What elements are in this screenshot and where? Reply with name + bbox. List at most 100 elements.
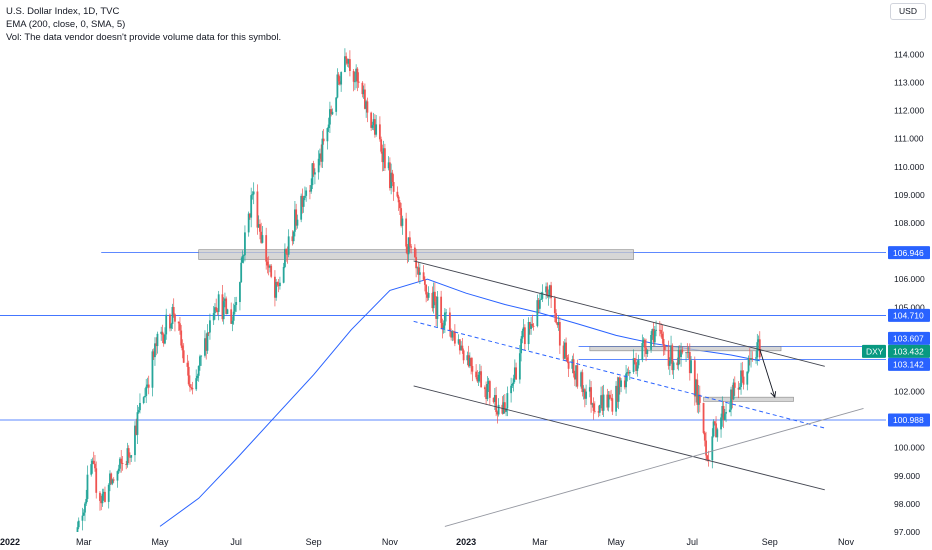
candle-123	[287, 229, 290, 258]
candle-body	[139, 402, 141, 411]
candle-81	[215, 298, 218, 313]
candle-313	[620, 378, 622, 393]
candle-body	[247, 213, 250, 233]
price-tags: 106.946 104.710 100.988 103.607 103.432 103.1…	[862, 246, 930, 427]
y-axis[interactable]: 97.00098.00099.000100.000101.000102.0001…	[886, 0, 932, 550]
symbol-tag: DXY	[866, 347, 884, 357]
candle-body	[563, 342, 566, 359]
candle-242	[496, 410, 499, 424]
candle-139	[317, 150, 320, 180]
candle-body	[312, 163, 315, 175]
candle-body	[99, 492, 101, 501]
candle-body	[651, 329, 654, 335]
candle-212	[443, 307, 446, 334]
candle-body	[423, 279, 426, 285]
candle-body	[171, 307, 174, 324]
currency-button[interactable]: USD	[890, 3, 926, 20]
candle-body	[221, 294, 224, 320]
candle-body	[548, 285, 551, 297]
candle-body	[512, 378, 515, 385]
candle-body	[530, 323, 533, 329]
candle-body	[335, 97, 338, 112]
candle-body	[576, 365, 579, 387]
symbol-title[interactable]: U.S. Dollar Index, 1D, TVC	[6, 6, 120, 17]
candle-267	[540, 291, 542, 300]
candle-188	[401, 215, 404, 235]
ema-legend[interactable]: EMA (200, close, 0, SMA, 5)	[6, 19, 126, 30]
candle-266	[538, 293, 541, 313]
candle-303	[602, 384, 605, 418]
candle-8	[86, 465, 89, 502]
candle-body	[216, 310, 219, 312]
candle-body	[134, 425, 136, 456]
candle-129	[300, 193, 303, 223]
candle-273	[550, 281, 552, 308]
candle-25	[117, 464, 120, 474]
candle-93	[235, 296, 238, 312]
candle-301	[600, 386, 602, 409]
candle-68	[191, 381, 194, 395]
candle-body	[518, 353, 521, 380]
candle-body	[160, 331, 163, 334]
candle-345	[677, 345, 680, 371]
candle-body	[750, 358, 752, 360]
candle-body	[170, 323, 173, 329]
x-tick-label: Jul	[230, 537, 242, 547]
candle-body	[703, 432, 706, 441]
candle-244	[501, 396, 504, 415]
candle-63	[182, 343, 185, 363]
candle-body	[347, 59, 350, 64]
candle-body	[555, 313, 557, 323]
candle-359	[702, 402, 705, 435]
candle-380	[738, 383, 741, 390]
candle-16	[101, 488, 104, 507]
level-tag-0: 106.946	[893, 248, 924, 258]
candle-97	[242, 254, 245, 264]
candle-body	[181, 345, 184, 351]
candle-276	[556, 322, 559, 328]
candle-9	[90, 459, 93, 477]
y-tick-label: 113.000	[894, 78, 924, 88]
candle-166	[363, 83, 366, 110]
candle-body	[690, 360, 692, 374]
candle-body	[442, 325, 445, 329]
candle-226	[468, 352, 471, 369]
candle-46	[154, 337, 156, 366]
candle-26	[119, 456, 121, 473]
candle-371	[722, 401, 725, 429]
candle-body	[580, 372, 582, 387]
candle-322	[636, 360, 639, 377]
candle-208	[436, 290, 439, 329]
candle-6	[84, 501, 86, 522]
candle-4	[81, 507, 84, 531]
candle-96	[241, 250, 244, 264]
candle-71	[197, 365, 200, 382]
candle-body	[660, 330, 662, 334]
candle-body	[214, 307, 216, 314]
level-tag-1: 104.710	[893, 311, 924, 321]
candle-body	[226, 309, 229, 315]
candle-body	[142, 397, 145, 403]
candle-body	[601, 395, 604, 411]
candle-body	[291, 236, 294, 242]
x-tick-label: Mar	[532, 537, 548, 547]
candle-51	[162, 333, 165, 347]
candle-152	[339, 76, 341, 86]
candle-310	[616, 376, 619, 408]
x-axis[interactable]: 2022 Mar May Jul Sep Nov 2023 Mar May Jul Sep Nov	[0, 532, 886, 550]
candle-body	[205, 338, 208, 351]
candle-325	[642, 337, 645, 347]
candle-body	[330, 109, 333, 115]
candle-body	[179, 323, 181, 331]
candle-body	[458, 339, 461, 351]
candle-326	[643, 338, 646, 357]
candle-254	[518, 344, 521, 384]
zone-2	[703, 396, 794, 402]
candle-65	[187, 360, 190, 386]
candle-body	[737, 387, 740, 390]
candle-52	[164, 327, 166, 345]
candle-336	[661, 324, 664, 344]
candle-214	[448, 307, 451, 337]
